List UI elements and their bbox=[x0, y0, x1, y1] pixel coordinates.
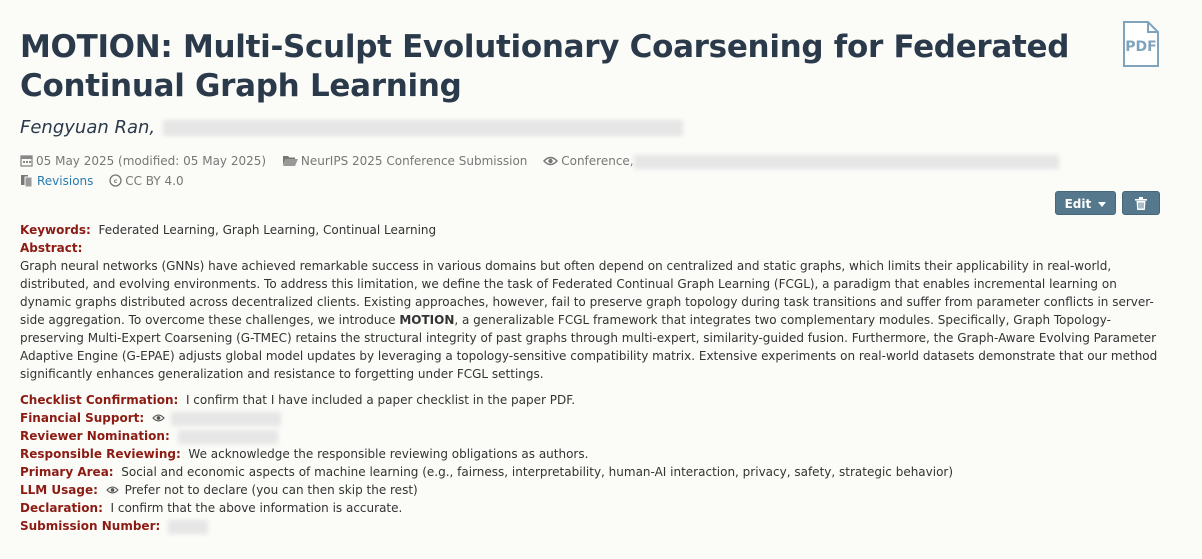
reviewer-label: Reviewer Nomination: bbox=[20, 429, 170, 443]
edit-button[interactable]: Edit bbox=[1055, 191, 1116, 215]
llm-usage-label: LLM Usage: bbox=[20, 483, 98, 497]
readers-item: Conference, bbox=[543, 154, 1059, 169]
author-name[interactable]: Fengyuan Ran, bbox=[20, 117, 156, 138]
license-item[interactable]: c CC BY 4.0 bbox=[109, 174, 184, 188]
revisions-item[interactable]: Revisions bbox=[20, 174, 97, 188]
abstract-label: Abstract: bbox=[20, 241, 83, 255]
declaration-field: Declaration: I confirm that the above in… bbox=[20, 499, 1160, 517]
declaration-label: Declaration: bbox=[20, 501, 103, 515]
abstract-method-name: MOTION bbox=[399, 313, 455, 327]
edit-button-label: Edit bbox=[1064, 197, 1092, 211]
redacted-financial bbox=[170, 411, 281, 426]
primary-area-field: Primary Area: Social and economic aspect… bbox=[20, 463, 1160, 481]
responsible-field: Responsible Reviewing: We acknowledge th… bbox=[20, 445, 1160, 463]
svg-text:c: c bbox=[114, 178, 118, 185]
submission-number-field: Submission Number: bbox=[20, 517, 1160, 535]
checklist-field: Checklist Confirmation: I confirm that I… bbox=[20, 391, 1160, 409]
revisions-icon bbox=[21, 175, 33, 187]
checklist-value: I confirm that I have included a paper c… bbox=[185, 393, 576, 407]
caret-down-icon bbox=[1098, 202, 1107, 207]
note-meta: 05 May 2025 (modified: 05 May 2025) Neur… bbox=[20, 151, 1160, 191]
author-list: Fengyuan Ran, bbox=[20, 117, 683, 141]
creative-commons-icon: c bbox=[109, 174, 122, 187]
eye-icon bbox=[543, 156, 559, 166]
keywords-field: Keywords: Federated Learning, Graph Lear… bbox=[20, 221, 1160, 239]
folder-open-icon bbox=[282, 156, 298, 166]
redacted-authors bbox=[162, 120, 683, 136]
financial-field: Financial Support: bbox=[20, 409, 1160, 427]
redacted-submission-number bbox=[168, 519, 209, 534]
checklist-label: Checklist Confirmation: bbox=[20, 393, 179, 407]
venue-item: NeurIPS 2025 Conference Submission bbox=[282, 154, 531, 168]
primary-area-value: Social and economic aspects of machine l… bbox=[121, 465, 954, 479]
license-text[interactable]: CC BY 4.0 bbox=[125, 174, 184, 188]
llm-usage-value: Prefer not to declare (you can then skip… bbox=[124, 483, 418, 497]
note-content: Keywords: Federated Learning, Graph Lear… bbox=[20, 221, 1160, 535]
submission-number-label: Submission Number: bbox=[20, 519, 161, 533]
date-item: 05 May 2025 (modified: 05 May 2025) bbox=[20, 154, 270, 168]
abstract-text: Graph neural networks (GNNs) have achiev… bbox=[20, 257, 1160, 383]
redacted-reviewer bbox=[177, 429, 278, 444]
keywords-value: Federated Learning, Graph Learning, Cont… bbox=[98, 223, 437, 237]
revisions-link[interactable]: Revisions bbox=[37, 174, 94, 188]
readers-text: Conference, bbox=[561, 154, 634, 168]
venue-text: NeurIPS 2025 Conference Submission bbox=[300, 154, 528, 168]
abstract-part-2: , a generalizable FCGL framework that in… bbox=[20, 313, 1158, 381]
date-text: 05 May 2025 (modified: 05 May 2025) bbox=[36, 154, 267, 168]
llm-usage-field: LLM Usage: Prefer not to declare (you ca… bbox=[20, 481, 1160, 499]
trash-icon bbox=[1135, 197, 1147, 210]
declaration-value: I confirm that the above information is … bbox=[110, 501, 403, 515]
reviewer-field: Reviewer Nomination: bbox=[20, 427, 1160, 445]
abstract-part-1: Graph neural networks (GNNs) have achiev… bbox=[20, 259, 1154, 327]
delete-button[interactable] bbox=[1122, 191, 1160, 215]
responsible-value: We acknowledge the responsible reviewing… bbox=[188, 447, 589, 461]
eye-icon bbox=[106, 486, 119, 494]
page-title: MOTION: Multi-Sculpt Evolutionary Coarse… bbox=[20, 29, 1070, 104]
calendar-icon bbox=[20, 155, 33, 167]
financial-label: Financial Support: bbox=[20, 411, 145, 425]
eye-icon bbox=[152, 414, 165, 422]
pdf-download-icon[interactable]: PDF bbox=[1120, 20, 1162, 68]
redacted-readers bbox=[633, 154, 1059, 169]
keywords-label: Keywords: bbox=[20, 223, 91, 237]
responsible-label: Responsible Reviewing: bbox=[20, 447, 181, 461]
primary-area-label: Primary Area: bbox=[20, 465, 114, 479]
pdf-icon-label: PDF bbox=[1125, 39, 1156, 55]
